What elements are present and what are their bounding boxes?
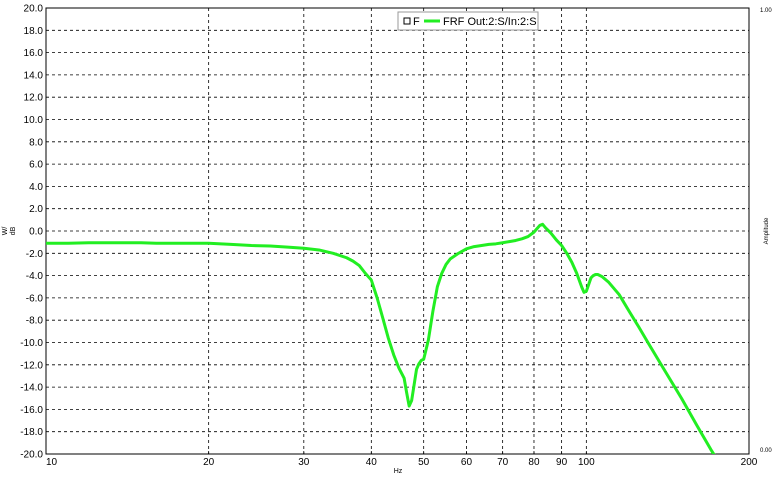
right-axis-label: Amplitude — [764, 217, 770, 244]
y-tick-label: -2.0 — [26, 249, 44, 260]
x-tick-label: 100 — [578, 457, 595, 468]
x-tick-label: 90 — [556, 457, 568, 468]
y-tick-label: -6.0 — [26, 293, 44, 304]
y-tick-label: 20.0 — [24, 4, 44, 15]
legend-marker-label: F — [413, 16, 420, 28]
y-tick-label: 6.0 — [29, 160, 43, 171]
legend-marker-icon — [404, 18, 410, 24]
x-tick-label: 60 — [461, 457, 473, 468]
x-tick-label: 10 — [46, 457, 58, 468]
x-tick-label: 80 — [528, 457, 540, 468]
y-tick-label: 4.0 — [29, 182, 43, 193]
y-tick-label: -18.0 — [20, 427, 43, 438]
y-tick-label: 16.0 — [24, 48, 44, 59]
y-tick-label: 10.0 — [24, 115, 44, 126]
y-tick-label: 0.0 — [29, 227, 43, 238]
y-tick-label: 2.0 — [29, 204, 43, 215]
legend: F FRF Out:2:S/In:2:S — [398, 12, 538, 30]
y-tick-label: -4.0 — [26, 271, 44, 282]
x-tick-label: 70 — [497, 457, 509, 468]
right-axis-top-tick: 1.00 — [760, 8, 772, 14]
x-tick-label: 20 — [203, 457, 215, 468]
x-tick-label: 30 — [298, 457, 310, 468]
y-tick-label: -10.0 — [20, 338, 43, 349]
y-tick-label: 14.0 — [24, 70, 44, 81]
y-tick-label: 8.0 — [29, 137, 43, 148]
right-axis-bottom-tick: 0.00 — [760, 448, 772, 454]
x-tick-label: 50 — [418, 457, 430, 468]
y-tick-label: 12.0 — [24, 93, 44, 104]
y-axis-label: dB — [10, 226, 17, 235]
y-tick-label: -14.0 — [20, 383, 43, 394]
y-tick-label: 18.0 — [24, 26, 44, 37]
y-tick-label: -12.0 — [20, 360, 43, 371]
x-tick-label: 200 — [741, 457, 758, 468]
y-tick-label: -20.0 — [20, 450, 43, 461]
y-tick-label: -16.0 — [20, 405, 43, 416]
y-axis-prefix: W/ — [2, 227, 9, 236]
x-axis-label: Hz — [394, 468, 403, 475]
plot-background — [46, 8, 749, 454]
x-tick-label: 40 — [366, 457, 378, 468]
y-tick-label: -8.0 — [26, 316, 44, 327]
legend-series-label: FRF Out:2:S/In:2:S — [443, 16, 537, 28]
